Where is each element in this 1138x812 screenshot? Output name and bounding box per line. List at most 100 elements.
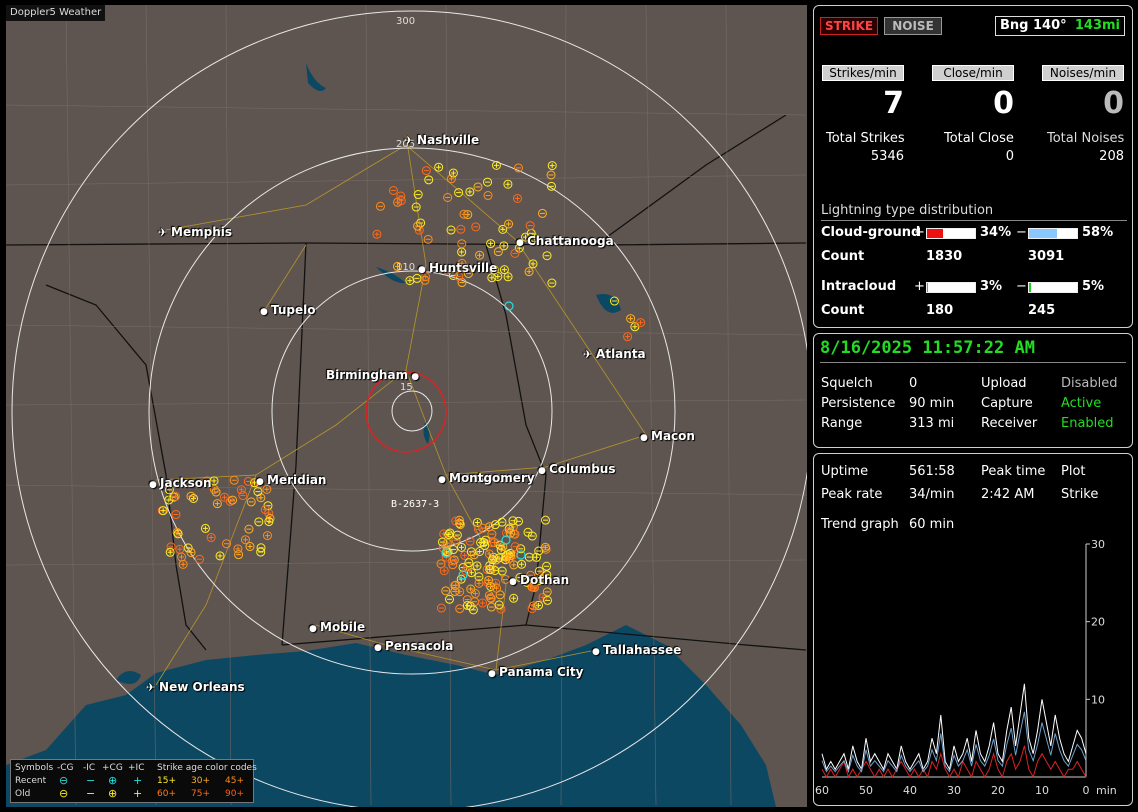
strike-marker bbox=[457, 258, 467, 268]
strike-marker bbox=[439, 566, 449, 576]
squelch-value[interactable]: 0 bbox=[909, 376, 918, 391]
recent-strike-marker bbox=[501, 535, 511, 545]
age-code: 45+ bbox=[225, 776, 244, 786]
strike-marker bbox=[497, 566, 507, 576]
strike-marker bbox=[451, 516, 461, 526]
ring-label-300: 300 bbox=[396, 16, 416, 27]
city-nashville: ✈ Nashville bbox=[404, 133, 479, 147]
cg-negative-bar bbox=[1028, 228, 1078, 239]
strike-marker bbox=[513, 516, 523, 526]
persistence-value[interactable]: 90 min bbox=[909, 396, 955, 411]
strike-marker bbox=[466, 568, 476, 578]
squelch-label: Squelch bbox=[821, 376, 873, 391]
city-dot-icon: ● bbox=[438, 475, 449, 485]
strike-marker bbox=[456, 542, 466, 552]
range-label: Range bbox=[821, 416, 863, 431]
strike-marker bbox=[623, 332, 633, 342]
noises-per-min-value: 0 bbox=[1103, 86, 1124, 121]
strike-marker bbox=[485, 593, 495, 603]
strike-marker bbox=[522, 577, 532, 587]
trend-panel: Uptime 561:58 Peak time Plot Peak rate 3… bbox=[813, 453, 1133, 806]
peak-rate-label: Peak rate bbox=[821, 487, 883, 502]
strike-marker bbox=[206, 533, 216, 543]
strike-marker bbox=[475, 250, 485, 260]
strike-marker bbox=[249, 478, 259, 488]
strike-marker bbox=[444, 594, 454, 604]
capture-label: Capture bbox=[981, 396, 1033, 411]
trend-graph-label: Trend graph bbox=[821, 517, 899, 532]
strike-marker bbox=[256, 543, 266, 553]
strike-mode-button[interactable]: STRIKE bbox=[820, 17, 878, 35]
strike-marker bbox=[448, 168, 458, 178]
city-meridian: ● Meridian bbox=[256, 473, 326, 487]
trend-series-line bbox=[821, 683, 1087, 771]
strike-marker bbox=[487, 529, 497, 539]
distribution-title: Lightning type distribution bbox=[821, 203, 994, 218]
noise-mode-button[interactable]: NOISE bbox=[884, 17, 942, 35]
strike-marker bbox=[460, 550, 470, 560]
upload-status[interactable]: Disabled bbox=[1061, 376, 1118, 391]
strike-marker bbox=[540, 542, 550, 552]
intracloud-label: Intracloud bbox=[821, 279, 897, 294]
strike-marker bbox=[222, 539, 232, 549]
x-tick-label: 10 bbox=[1035, 784, 1049, 797]
plot-value[interactable]: Strike bbox=[1061, 487, 1099, 502]
strike-marker bbox=[493, 247, 503, 257]
receiver-status[interactable]: Enabled bbox=[1061, 416, 1114, 431]
strike-marker bbox=[527, 531, 537, 541]
strike-marker bbox=[503, 272, 513, 282]
datetime-display: 8/16/2025 11:57:22 AM bbox=[820, 338, 1035, 358]
legend-symbols-label: Symbols bbox=[15, 763, 54, 773]
strike-marker bbox=[498, 224, 508, 234]
recent-strike-marker bbox=[458, 570, 468, 580]
airport-icon: ✈ bbox=[158, 226, 172, 239]
strike-marker bbox=[474, 572, 484, 582]
age-code: 60+ bbox=[157, 789, 176, 799]
capture-status[interactable]: Active bbox=[1061, 396, 1102, 411]
strike-marker bbox=[510, 248, 520, 258]
strike-marker bbox=[202, 476, 212, 486]
strike-marker bbox=[484, 575, 494, 585]
city-tupelo: ● Tupelo bbox=[260, 303, 316, 317]
strike-marker bbox=[546, 181, 556, 191]
strike-marker bbox=[513, 163, 523, 173]
x-tick-label: 20 bbox=[991, 784, 1005, 797]
city-columbus: ● Columbus bbox=[538, 462, 616, 476]
strike-marker bbox=[260, 505, 270, 515]
strike-marker bbox=[546, 170, 556, 180]
county-lines bbox=[6, 5, 807, 806]
minus-sign: − bbox=[1016, 279, 1027, 294]
lightning-map[interactable]: Doppler5 Weather 300 205 110 15 X-849-3 … bbox=[6, 5, 807, 807]
strike-marker bbox=[219, 492, 229, 502]
city-birmingham: Birmingham ● bbox=[326, 368, 419, 382]
legend-recent-label: Recent bbox=[15, 776, 47, 786]
strike-marker bbox=[494, 600, 504, 610]
strikes-per-min-value: 7 bbox=[883, 86, 904, 121]
water-lake bbox=[306, 63, 326, 92]
strike-marker bbox=[471, 222, 481, 232]
strike-marker bbox=[434, 162, 444, 172]
trend-graph-window[interactable]: 60 min bbox=[909, 517, 955, 532]
strike-marker bbox=[524, 552, 534, 562]
strike-marker bbox=[436, 603, 446, 613]
x-tick-label: 50 bbox=[859, 784, 873, 797]
strike-marker bbox=[164, 495, 174, 505]
city-dot-icon: ● bbox=[260, 307, 271, 317]
range-value[interactable]: 313 mi bbox=[909, 416, 955, 431]
strike-marker bbox=[501, 574, 511, 584]
city-dot-icon: ● bbox=[488, 669, 499, 679]
city-name: Tallahassee bbox=[603, 643, 682, 657]
pos-cg-recent-icon: ⊕ bbox=[108, 774, 118, 787]
strike-marker bbox=[227, 495, 237, 505]
map-canvas[interactable] bbox=[6, 5, 807, 807]
close-per-min-value: 0 bbox=[993, 86, 1014, 121]
pos-ic-recent-icon: + bbox=[133, 774, 143, 787]
strike-marker bbox=[537, 208, 547, 218]
sensor-label: B-2637-3 bbox=[391, 499, 440, 510]
strike-marker bbox=[396, 191, 406, 201]
peak-rate-value: 34/min bbox=[909, 487, 955, 502]
city-chattanooga: ● Chattanooga bbox=[516, 234, 614, 248]
strike-marker bbox=[542, 595, 552, 605]
strike-marker bbox=[521, 232, 531, 242]
strike-marker bbox=[444, 530, 454, 540]
